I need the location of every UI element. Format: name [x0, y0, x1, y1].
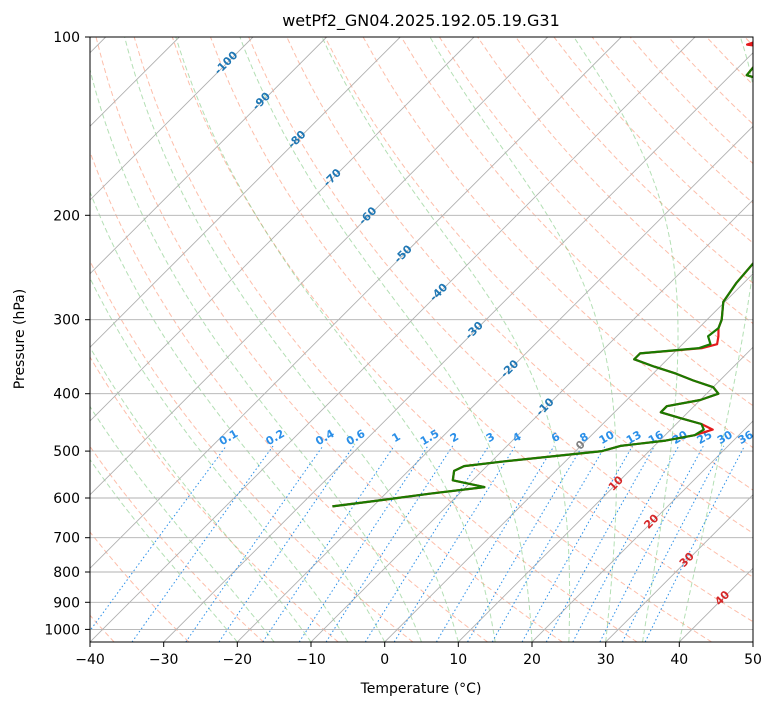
x-tick-label: 20: [523, 652, 541, 668]
x-tick-label: 0: [380, 652, 389, 668]
x-tick-label: −20: [223, 652, 253, 668]
x-tick-label: 40: [670, 652, 688, 668]
y-tick-label: 600: [53, 491, 80, 507]
x-tick-label: −40: [75, 652, 105, 668]
y-tick-label: 300: [53, 313, 80, 329]
y-tick-label: 500: [53, 444, 80, 460]
isotherm-line: [753, 37, 775, 642]
y-axis-label: Pressure (hPa): [12, 289, 28, 389]
y-tick-label: 1000: [44, 622, 80, 638]
y-tick-label: 200: [53, 208, 80, 224]
x-axis-label: Temperature (°C): [360, 681, 482, 697]
plot-background: [90, 37, 753, 642]
x-tick-label: 10: [449, 652, 467, 668]
y-tick-label: 700: [53, 531, 80, 547]
x-tick-label: 50: [744, 652, 762, 668]
y-tick-label: 900: [53, 595, 80, 611]
y-tick-label: 100: [53, 30, 80, 46]
y-tick-label: 800: [53, 565, 80, 581]
x-tick-label: 30: [597, 652, 615, 668]
chart-title: wetPf2_GN04.2025.192.05.19.G31: [282, 11, 560, 31]
y-tick-label: 400: [53, 387, 80, 403]
x-tick-label: −10: [296, 652, 326, 668]
x-tick-label: −30: [149, 652, 179, 668]
